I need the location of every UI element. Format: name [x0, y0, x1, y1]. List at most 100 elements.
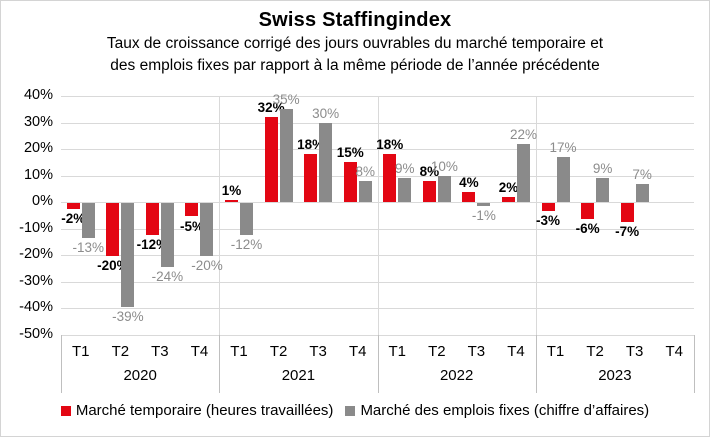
- y-axis-tick-label: -50%: [19, 326, 53, 342]
- x-axis-quarter-label: T4: [348, 343, 367, 360]
- bar-emplois-fixes-2020-T2-label: -39%: [112, 308, 144, 324]
- y-axis-tick-label: 0%: [32, 193, 53, 210]
- bar-emplois-fixes-2021-T3: [319, 122, 333, 203]
- bar-temporaire-2023-T1-label: -3%: [536, 213, 561, 229]
- bar-temporaire-2022-T2: [422, 180, 436, 203]
- chart-subtitle-line-1: Taux de croissance corrigé des jours ouv…: [106, 35, 604, 52]
- chart-title: Swiss Staffingindex: [258, 9, 452, 31]
- bar-emplois-fixes-2021-T4: [358, 180, 372, 203]
- bar-temporaire-2022-T4-label: 2%: [498, 179, 519, 195]
- bar-emplois-fixes-2023-T2: [596, 178, 610, 203]
- bar-emplois-fixes-2020-T1: [81, 203, 95, 238]
- x-axis-quarter-label: T1: [230, 343, 248, 360]
- bar-temporaire-2021-T1: [225, 199, 239, 203]
- bar-emplois-fixes-2021-T2: [279, 109, 293, 203]
- bar-emplois-fixes-2022-T3: [477, 203, 491, 206]
- bar-temporaire-2021-T3-label: 18%: [297, 137, 325, 153]
- bar-temporaire-2023-T3-label: -7%: [615, 223, 640, 239]
- chart-subtitle-line-2: des emplois fixes par rapport à la même …: [110, 57, 600, 74]
- x-axis-quarter-label: T3: [625, 343, 644, 360]
- bar-emplois-fixes-2022-T4-label: 22%: [509, 126, 537, 142]
- axis-table-line: [377, 335, 379, 393]
- bar-emplois-fixes-2023-T3: [635, 183, 649, 203]
- bar-temporaire-2022-T4: [501, 196, 515, 203]
- legend: Marché temporaire (heures travaillées) Ma…: [1, 402, 709, 419]
- x-axis-year-label: 2023: [598, 367, 632, 384]
- bar-emplois-fixes-2023-T2-label: 9%: [592, 161, 613, 177]
- bar-temporaire-2020-T3: [145, 203, 159, 236]
- x-axis-quarter-label: T2: [586, 343, 604, 360]
- x-axis-year-label: 2022: [439, 367, 474, 384]
- bar-temporaire-2023-T2-label: -6%: [575, 221, 600, 237]
- group-separator-line: [377, 96, 379, 335]
- bar-emplois-fixes-2020-T2: [121, 203, 135, 307]
- bar-emplois-fixes-2022-T1-label: 9%: [395, 161, 415, 177]
- bar-temporaire-2023-T2: [581, 203, 595, 220]
- bar-emplois-fixes-2021-T2-label: 35%: [272, 92, 300, 108]
- bar-temporaire-2022-T1-label: 18%: [376, 137, 404, 153]
- bar-temporaire-2022-T3-label: 4%: [459, 174, 479, 190]
- group-separator-line: [535, 96, 537, 335]
- bar-emplois-fixes-2022-T4: [516, 143, 530, 203]
- legend-swatch-icon: [345, 405, 356, 416]
- bar-emplois-fixes-2020-T4-label: -20%: [191, 258, 223, 274]
- bar-emplois-fixes-2023-T1-label: 17%: [549, 140, 577, 156]
- x-axis-quarter-label: T1: [72, 343, 90, 360]
- x-axis-quarter-label: T4: [665, 343, 683, 360]
- y-axis-tick-label: 40%: [23, 87, 53, 103]
- y-axis-tick-label: 10%: [23, 166, 53, 183]
- x-axis-year-label: 2021: [281, 367, 316, 384]
- x-axis-quarter-label: T3: [467, 343, 486, 360]
- bar-emplois-fixes-2021-T4-label: 8%: [355, 163, 375, 179]
- y-axis-tick-label: -30%: [19, 272, 53, 289]
- x-axis-quarter-label: T3: [151, 343, 169, 360]
- y-axis-tick-label: -10%: [19, 219, 53, 236]
- bar-temporaire-2021-T1-label: 1%: [221, 182, 242, 198]
- legend-item-emplois-fixes: Marché des emplois fixes (chiffre d’affa…: [345, 402, 649, 419]
- x-axis-quarter-label: T4: [507, 343, 525, 360]
- bar-emplois-fixes-2022-T2: [437, 175, 451, 203]
- bar-temporaire-2021-T4-label: 15%: [336, 145, 364, 161]
- y-axis-tick-label: -40%: [19, 299, 53, 316]
- legend-label: Marché temporaire (heures travaillées): [75, 402, 334, 419]
- bar-temporaire-2021-T3: [304, 154, 318, 203]
- bar-emplois-fixes-2020-T3-label: -24%: [151, 268, 184, 284]
- bar-temporaire-2020-T1: [66, 203, 80, 209]
- y-axis-tick-label: -20%: [19, 246, 53, 263]
- legend-swatch-icon: [60, 405, 71, 416]
- bar-temporaire-2023-T3: [620, 203, 634, 222]
- bar-temporaire-2020-T2: [106, 203, 120, 257]
- axis-table-line: [694, 335, 695, 393]
- bar-emplois-fixes-2022-T2-label: 10%: [430, 158, 458, 174]
- legend-label: Marché des emplois fixes (chiffre d’affa…: [360, 402, 650, 419]
- group-separator-line: [219, 96, 221, 335]
- x-axis-quarter-label: T2: [428, 343, 446, 360]
- bar-emplois-fixes-2021-T1-label: -12%: [230, 237, 263, 253]
- bar-emplois-fixes-2020-T3: [160, 203, 174, 267]
- bar-temporaire-2021-T4: [343, 162, 357, 203]
- x-axis-quarter-label: T2: [269, 343, 288, 360]
- bar-temporaire-2020-T3-label: -12%: [136, 237, 169, 253]
- bar-temporaire-2020-T2-label: -20%: [97, 258, 129, 274]
- bar-temporaire-2020-T4-label: -5%: [179, 218, 204, 234]
- bar-emplois-fixes-2022-T3-label: -1%: [471, 207, 496, 223]
- y-axis-tick-label: 30%: [23, 113, 53, 130]
- bar-emplois-fixes-2023-T1: [556, 157, 570, 203]
- bar-emplois-fixes-2021-T3-label: 30%: [312, 105, 340, 121]
- bar-temporaire-2022-T2-label: 8%: [419, 163, 440, 179]
- bar-temporaire-2022-T1: [383, 154, 397, 203]
- legend-item-marche-temporaire: Marché temporaire (heures travaillées): [60, 402, 334, 419]
- bar-emplois-fixes-2021-T1: [240, 203, 254, 236]
- y-axis-tick-label: 20%: [23, 140, 53, 157]
- x-axis-quarter-label: T1: [546, 343, 565, 360]
- bar-temporaire-2021-T2: [264, 117, 278, 203]
- bar-temporaire-2023-T1: [541, 203, 555, 212]
- x-axis-quarter-label: T2: [111, 343, 130, 360]
- bar-emplois-fixes-2022-T1: [398, 178, 412, 203]
- axis-table-line: [535, 335, 537, 393]
- x-axis-year-label: 2020: [123, 367, 157, 384]
- bar-emplois-fixes-2020-T1-label: -13%: [72, 239, 105, 255]
- bar-temporaire-2020-T4: [185, 203, 199, 217]
- axis-table-line: [219, 335, 221, 393]
